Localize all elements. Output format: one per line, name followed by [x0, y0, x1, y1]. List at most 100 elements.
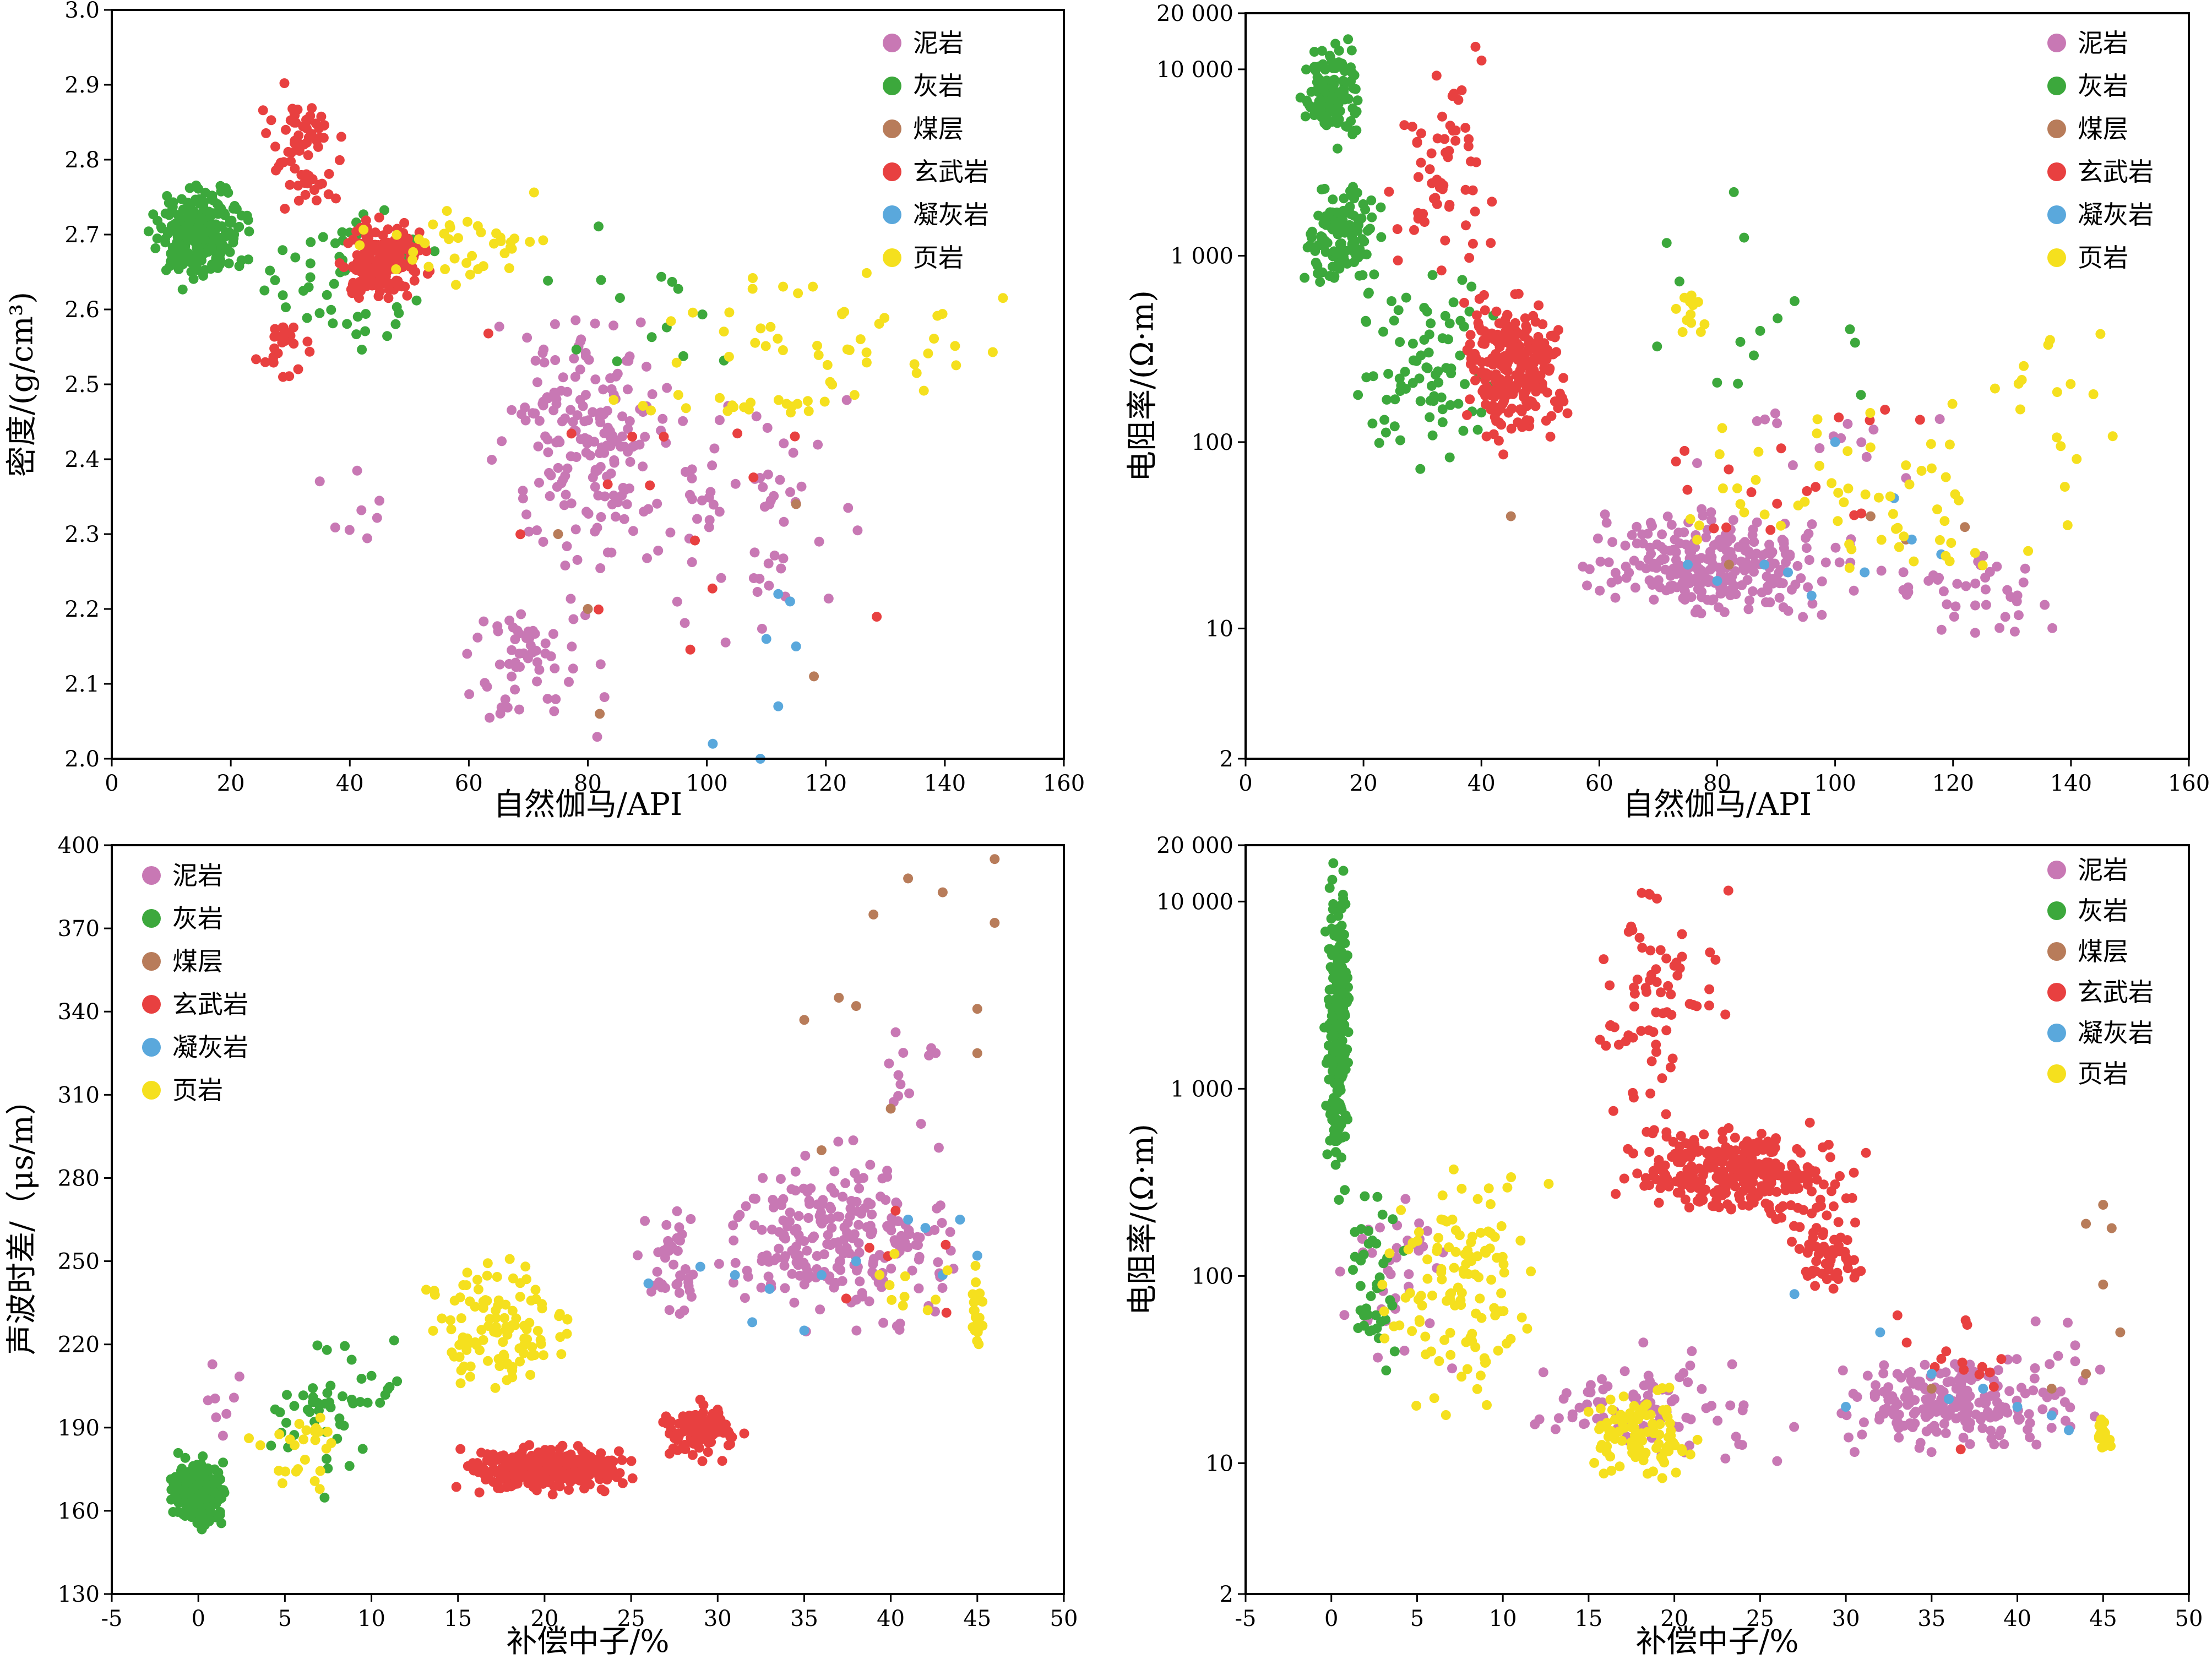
data-point — [1329, 1112, 1339, 1122]
data-point — [1437, 111, 1447, 122]
data-point — [1731, 1432, 1741, 1442]
data-point — [1992, 562, 2002, 572]
data-point — [534, 1468, 544, 1479]
data-point — [340, 1341, 350, 1351]
data-point — [445, 222, 455, 233]
data-point — [788, 448, 798, 458]
data-point — [1343, 34, 1354, 45]
data-point — [514, 649, 525, 659]
data-point — [278, 245, 288, 255]
legend-label: 凝灰岩 — [2078, 1018, 2154, 1048]
x-tick-label: 45 — [2089, 1606, 2117, 1631]
data-point — [827, 1223, 837, 1233]
data-point — [851, 1265, 862, 1276]
data-point — [1841, 1402, 1851, 1412]
data-point — [500, 694, 510, 705]
data-point — [1476, 55, 1487, 66]
y-tick-label: 400 — [58, 833, 100, 858]
data-point — [1444, 318, 1455, 329]
data-point — [1358, 1249, 1369, 1260]
data-point — [1712, 377, 1722, 388]
data-point — [331, 193, 341, 204]
data-point — [1378, 327, 1388, 337]
data-point — [1686, 592, 1697, 602]
data-point — [941, 1308, 952, 1318]
data-point — [390, 319, 401, 329]
data-point — [455, 1378, 466, 1389]
data-point — [1758, 1145, 1768, 1155]
data-point — [1325, 95, 1335, 106]
data-point — [1680, 586, 1690, 596]
data-point — [592, 523, 602, 533]
data-point — [1464, 253, 1475, 263]
data-point — [822, 360, 833, 370]
data-point — [467, 251, 477, 261]
data-point — [1496, 1288, 1507, 1298]
data-point — [1834, 412, 1844, 423]
data-point — [1774, 568, 1784, 578]
data-point — [657, 1279, 667, 1290]
data-point — [1670, 1149, 1680, 1159]
data-point — [802, 1273, 813, 1283]
legend-marker — [883, 205, 901, 224]
data-point — [1395, 386, 1405, 396]
data-point — [1783, 567, 1793, 578]
data-point — [1699, 1129, 1709, 1140]
data-point — [899, 1292, 910, 1302]
data-point — [579, 416, 590, 427]
data-point — [2037, 1404, 2048, 1415]
data-point — [1733, 378, 1743, 389]
x-tick-label: 40 — [1468, 771, 1496, 796]
data-point — [375, 286, 385, 297]
data-point — [504, 263, 514, 274]
data-point — [2015, 404, 2025, 415]
data-point — [517, 1464, 528, 1474]
series-3-points — [553, 499, 819, 719]
legend-marker — [142, 1081, 161, 1100]
data-point — [1860, 489, 1871, 499]
data-point — [1366, 1291, 1376, 1301]
data-point — [530, 356, 541, 366]
data-point — [1778, 1201, 1788, 1211]
data-point — [1828, 1283, 1839, 1294]
data-point — [937, 1218, 947, 1228]
data-point — [464, 689, 475, 699]
data-point — [318, 133, 329, 143]
data-point — [2062, 520, 2073, 530]
data-point — [920, 1223, 931, 1233]
data-point — [216, 1518, 226, 1528]
data-point — [1358, 199, 1368, 209]
data-point — [255, 1440, 265, 1450]
data-point — [1970, 628, 1980, 638]
data-point — [1456, 85, 1467, 95]
data-point — [375, 1397, 385, 1408]
data-point — [674, 1222, 684, 1232]
data-point — [1844, 539, 1855, 550]
data-point — [306, 237, 316, 247]
data-point — [1441, 1410, 1451, 1420]
data-point — [1666, 1010, 1677, 1020]
data-point — [1315, 75, 1325, 85]
data-point — [1949, 612, 1959, 622]
data-point — [490, 1383, 501, 1393]
series-4-points — [251, 78, 882, 655]
data-point — [1678, 1368, 1689, 1378]
data-point — [1367, 212, 1377, 222]
data-point — [1910, 1418, 1920, 1429]
data-point — [1765, 1147, 1776, 1157]
legend-label: 凝灰岩 — [913, 200, 989, 230]
data-point — [1421, 1349, 1431, 1359]
data-point — [1977, 560, 1988, 570]
data-point — [244, 1433, 254, 1444]
data-point — [1363, 287, 1374, 298]
data-point — [1334, 1021, 1345, 1032]
data-point — [1770, 408, 1780, 418]
data-point — [195, 1515, 205, 1525]
data-point — [281, 124, 291, 135]
data-point — [1359, 1310, 1369, 1321]
data-point — [776, 563, 786, 574]
data-point — [462, 1340, 472, 1350]
data-point — [1474, 293, 1485, 304]
data-point — [1849, 510, 1860, 520]
